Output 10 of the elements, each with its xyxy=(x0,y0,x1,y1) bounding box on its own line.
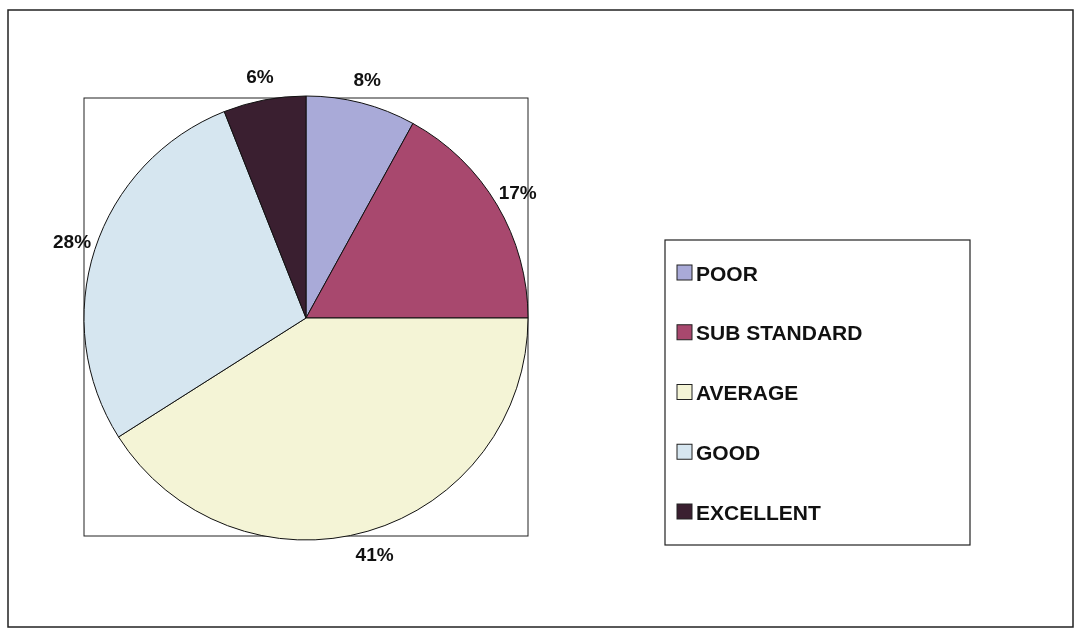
legend-label: EXCELLENT xyxy=(696,500,822,524)
data-label: 17% xyxy=(498,182,537,204)
legend-label: POOR xyxy=(696,261,758,285)
data-label: 6% xyxy=(246,65,274,87)
data-label: 8% xyxy=(353,69,382,91)
legend-label: GOOD xyxy=(696,440,761,464)
legend-label: AVERAGE xyxy=(696,381,799,404)
data-label: 28% xyxy=(53,231,92,253)
data-label: 41% xyxy=(355,543,394,565)
legend-label: SUB STANDARD xyxy=(696,321,863,345)
